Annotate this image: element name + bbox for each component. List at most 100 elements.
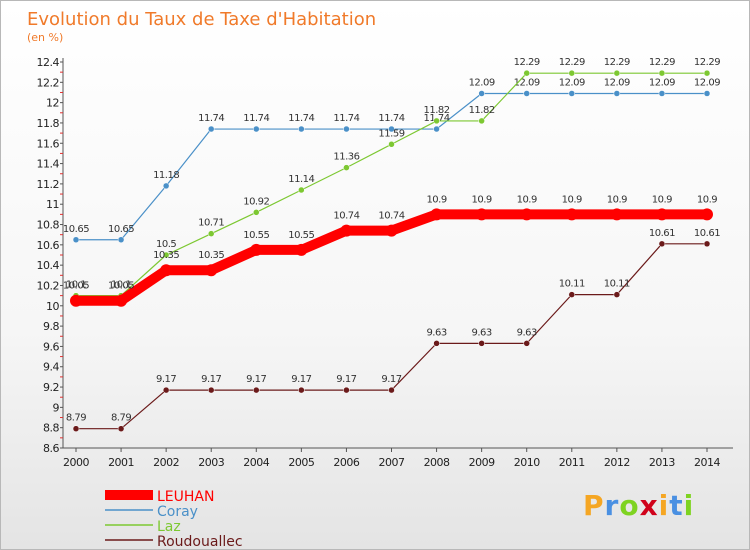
- y-tick-label: 9.6: [43, 340, 59, 353]
- data-point-coray: [568, 90, 576, 97]
- data-point-coray: [72, 236, 80, 244]
- data-point-leuhan: [701, 208, 713, 221]
- y-tick-label: 9.4: [43, 361, 59, 374]
- logo-letter: t: [669, 489, 684, 522]
- data-label-coray: 10.65: [63, 224, 89, 235]
- data-point-coray: [298, 125, 305, 133]
- data-label-coray: 11.18: [153, 170, 179, 181]
- legend-label-coray: Coray: [157, 504, 198, 520]
- chart-subtitle: (en %): [27, 31, 63, 44]
- data-point-leuhan: [340, 224, 353, 237]
- data-label-roudouallec: 9.17: [291, 374, 311, 385]
- y-tick-label: 12: [46, 97, 59, 110]
- data-point-laz: [523, 69, 530, 77]
- data-point-roudouallec: [162, 386, 170, 394]
- x-tick-label: 2014: [694, 456, 720, 469]
- data-label-leuhan: 10.9: [697, 194, 717, 205]
- x-tick-label: 2010: [514, 456, 540, 469]
- y-tick-label: 11: [46, 198, 59, 211]
- y-tick-label: 9.2: [43, 381, 59, 394]
- data-label-laz: 10.1: [66, 280, 86, 291]
- data-label-coray: 10.65: [108, 224, 134, 235]
- data-point-coray: [658, 90, 666, 97]
- data-label-roudouallec: 10.11: [559, 279, 585, 290]
- data-label-roudouallec: 9.63: [426, 327, 446, 338]
- data-label-leuhan: 10.9: [652, 194, 672, 205]
- data-point-laz: [298, 186, 305, 194]
- data-point-roudouallec: [253, 386, 260, 394]
- data-point-leuhan: [475, 208, 488, 221]
- data-label-laz: 12.29: [604, 57, 630, 68]
- data-label-roudouallec: 9.17: [156, 374, 176, 385]
- x-tick-label: 2002: [153, 456, 179, 469]
- data-point-leuhan: [430, 208, 443, 221]
- data-label-laz: 10.71: [198, 218, 224, 229]
- logo-letter: P: [583, 489, 605, 522]
- data-label-roudouallec: 10.61: [649, 228, 675, 239]
- data-label-leuhan: 10.9: [562, 194, 582, 205]
- x-tick-label: 2005: [288, 456, 314, 469]
- data-label-leuhan: 10.05: [63, 281, 89, 292]
- data-point-coray: [162, 182, 170, 190]
- data-label-leuhan: 10.9: [517, 194, 537, 205]
- y-tick-label: 11.2: [37, 178, 60, 191]
- data-label-leuhan: 10.05: [108, 281, 134, 292]
- logo-letter: i: [658, 489, 670, 522]
- data-point-leuhan: [385, 224, 398, 237]
- data-label-coray: 11.74: [378, 113, 404, 124]
- x-tick-label: 2007: [379, 456, 405, 469]
- series-line-laz: [75, 72, 708, 297]
- y-tick-label: 10.6: [37, 239, 60, 252]
- data-point-coray: [253, 125, 260, 133]
- data-point-leuhan: [250, 243, 263, 256]
- x-tick-label: 2013: [649, 456, 675, 469]
- data-point-roudouallec: [388, 386, 395, 394]
- data-label-laz: 11.59: [378, 128, 404, 139]
- data-point-leuhan: [160, 264, 173, 277]
- y-tick-label: 11.4: [37, 158, 60, 171]
- y-tick-label: 12.2: [37, 76, 60, 89]
- data-point-roudouallec: [613, 291, 621, 298]
- y-tick-label: 11.8: [37, 117, 60, 130]
- data-label-roudouallec: 9.63: [517, 327, 537, 338]
- data-label-laz: 10.92: [243, 196, 269, 207]
- data-label-leuhan: 10.55: [243, 230, 269, 241]
- data-label-roudouallec: 10.61: [694, 228, 720, 239]
- y-tick-label: 8.6: [43, 442, 59, 455]
- data-label-roudouallec: 8.79: [66, 413, 86, 424]
- data-label-laz: 11.82: [469, 105, 495, 116]
- x-tick-label: 2006: [333, 456, 359, 469]
- logo-letter: r: [604, 489, 620, 522]
- data-point-laz: [658, 69, 666, 77]
- data-label-leuhan: 10.9: [472, 194, 492, 205]
- data-label-leuhan: 10.9: [426, 194, 446, 205]
- data-point-roudouallec: [478, 340, 485, 347]
- data-label-coray: 11.74: [243, 113, 269, 124]
- data-label-leuhan: 10.74: [333, 211, 359, 222]
- data-point-laz: [568, 69, 576, 77]
- data-label-laz: 11.36: [333, 152, 359, 163]
- y-tick-label: 9: [53, 401, 60, 414]
- x-tick-label: 2008: [424, 456, 450, 469]
- legend-label-leuhan: LEUHAN: [157, 489, 214, 505]
- data-point-roudouallec: [207, 386, 215, 394]
- y-tick-label: 9.8: [43, 320, 59, 333]
- data-point-roudouallec: [703, 240, 711, 248]
- x-tick-label: 2003: [198, 456, 224, 469]
- logo-letter: i: [683, 489, 695, 522]
- data-point-coray: [523, 90, 530, 97]
- data-point-leuhan: [610, 208, 623, 221]
- data-point-laz: [388, 141, 395, 148]
- data-label-laz: 11.14: [288, 174, 314, 185]
- data-point-laz: [613, 69, 621, 77]
- data-label-roudouallec: 9.17: [246, 374, 266, 385]
- data-point-roudouallec: [568, 291, 576, 298]
- data-point-roudouallec: [298, 386, 305, 394]
- data-label-leuhan: 10.35: [153, 250, 179, 261]
- data-label-laz: 10.1: [111, 280, 131, 291]
- data-point-leuhan: [115, 294, 128, 307]
- data-point-coray: [207, 125, 215, 133]
- data-label-coray: 12.09: [559, 77, 585, 88]
- data-label-coray: 12.09: [514, 77, 540, 88]
- data-label-laz: 10.5: [156, 239, 176, 250]
